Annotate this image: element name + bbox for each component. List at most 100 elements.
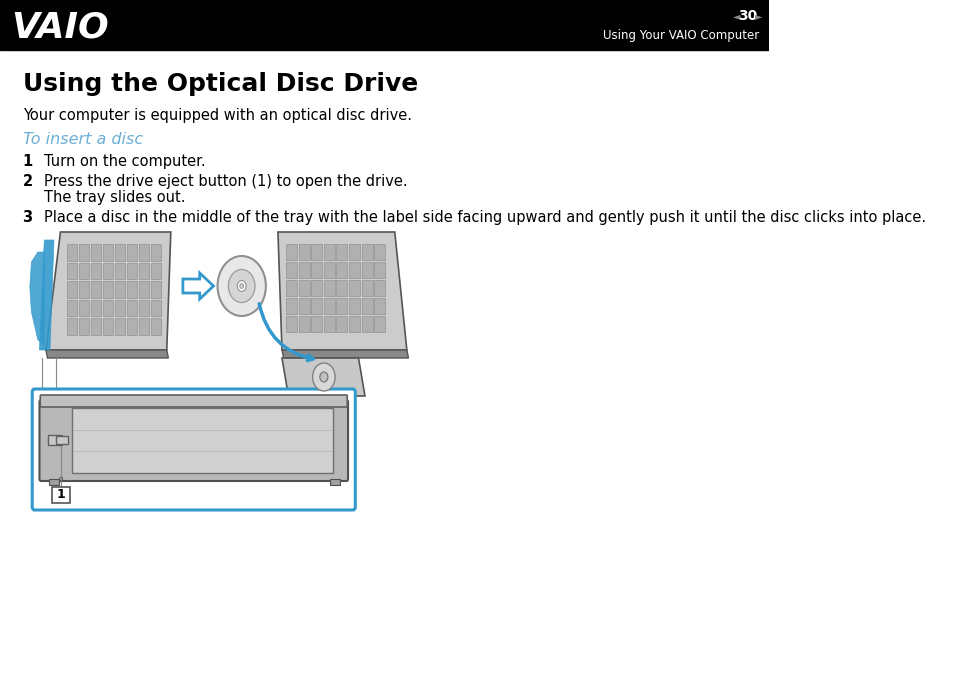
Bar	[151, 281, 161, 298]
Bar	[286, 316, 296, 332]
Text: Using the Optical Disc Drive: Using the Optical Disc Drive	[23, 72, 417, 96]
Bar	[311, 262, 322, 278]
Bar	[114, 244, 125, 261]
Bar	[127, 318, 137, 335]
Bar	[311, 298, 322, 314]
Text: Using Your VAIO Computer: Using Your VAIO Computer	[602, 30, 759, 42]
Text: 30: 30	[738, 9, 757, 23]
Bar	[114, 300, 125, 316]
Circle shape	[217, 256, 266, 316]
Text: 2: 2	[23, 174, 32, 189]
Bar	[311, 244, 322, 260]
Bar	[91, 300, 101, 316]
Bar	[374, 280, 385, 296]
Bar	[79, 300, 90, 316]
Text: Your computer is equipped with an optical disc drive.: Your computer is equipped with an optica…	[23, 108, 411, 123]
FancyBboxPatch shape	[32, 389, 355, 510]
Bar	[91, 244, 101, 261]
Text: ►: ►	[755, 11, 761, 21]
Text: Turn on the computer.: Turn on the computer.	[44, 154, 206, 169]
Bar	[79, 263, 90, 279]
Polygon shape	[39, 240, 54, 350]
Bar	[298, 244, 310, 260]
Circle shape	[59, 477, 63, 481]
Bar	[114, 281, 125, 298]
Bar	[298, 316, 310, 332]
Bar	[127, 244, 137, 261]
Bar	[349, 244, 359, 260]
Bar	[103, 281, 113, 298]
Bar	[286, 280, 296, 296]
FancyBboxPatch shape	[40, 395, 347, 407]
Bar	[151, 263, 161, 279]
Bar	[361, 298, 372, 314]
Polygon shape	[183, 273, 213, 299]
Bar	[67, 244, 77, 261]
Bar	[91, 281, 101, 298]
Bar	[323, 280, 335, 296]
Bar	[0, 0, 768, 50]
Polygon shape	[30, 252, 44, 345]
Bar	[52, 487, 70, 503]
Text: ◄: ◄	[732, 11, 740, 21]
Bar	[114, 263, 125, 279]
Bar	[298, 298, 310, 314]
Polygon shape	[46, 350, 169, 358]
Bar	[67, 318, 77, 335]
Bar	[79, 318, 90, 335]
Bar	[323, 298, 335, 314]
Bar	[349, 262, 359, 278]
Text: To insert a disc: To insert a disc	[23, 132, 143, 147]
Bar	[323, 316, 335, 332]
Text: The tray slides out.: The tray slides out.	[44, 190, 186, 205]
Bar	[286, 298, 296, 314]
Bar	[323, 244, 335, 260]
Bar	[79, 244, 90, 261]
Text: Press the drive eject button (1) to open the drive.: Press the drive eject button (1) to open…	[44, 174, 408, 189]
Circle shape	[239, 284, 243, 288]
Bar	[71, 408, 333, 473]
Bar	[330, 479, 339, 485]
Bar	[361, 244, 372, 260]
Bar	[138, 263, 149, 279]
Polygon shape	[282, 350, 408, 358]
Bar	[67, 263, 77, 279]
Bar	[114, 318, 125, 335]
Circle shape	[237, 280, 246, 291]
Bar	[361, 262, 372, 278]
Bar	[48, 435, 62, 445]
Bar	[311, 316, 322, 332]
Bar	[298, 262, 310, 278]
Bar	[361, 280, 372, 296]
Bar	[138, 244, 149, 261]
Bar	[91, 318, 101, 335]
Bar	[349, 316, 359, 332]
Bar	[336, 316, 347, 332]
Polygon shape	[277, 232, 406, 350]
Bar	[286, 244, 296, 260]
Bar	[323, 262, 335, 278]
Bar	[50, 479, 59, 485]
Bar	[298, 280, 310, 296]
Text: 1: 1	[23, 154, 32, 169]
Bar	[103, 318, 113, 335]
Bar	[55, 436, 68, 444]
Bar	[151, 318, 161, 335]
Bar	[79, 281, 90, 298]
Bar	[374, 298, 385, 314]
Bar	[336, 280, 347, 296]
Bar	[374, 262, 385, 278]
Bar	[103, 300, 113, 316]
Text: Place a disc in the middle of the tray with the label side facing upward and gen: Place a disc in the middle of the tray w…	[44, 210, 925, 225]
Bar	[349, 298, 359, 314]
Text: 3: 3	[23, 210, 32, 225]
Bar	[91, 263, 101, 279]
Bar	[138, 300, 149, 316]
Bar	[336, 244, 347, 260]
Bar	[151, 244, 161, 261]
Circle shape	[319, 372, 328, 382]
Bar	[138, 318, 149, 335]
Bar	[103, 244, 113, 261]
Bar	[374, 244, 385, 260]
Bar	[361, 316, 372, 332]
